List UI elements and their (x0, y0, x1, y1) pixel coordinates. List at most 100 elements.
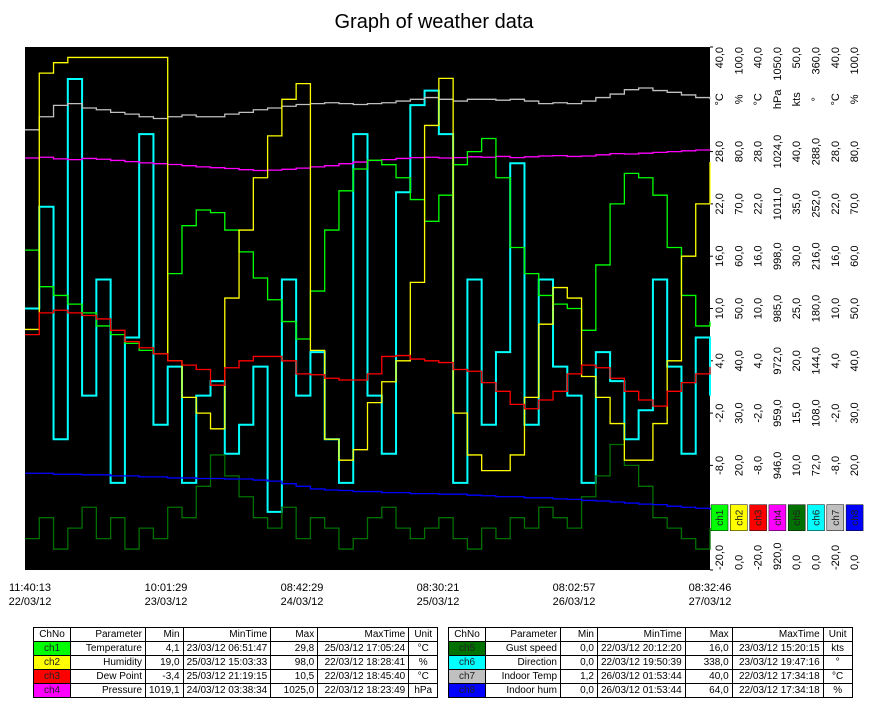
table-row: ch3 Dew Point -3,4 25/03/12 21:19:15 10,5 22/… (33, 669, 439, 684)
y-tick-label: 30,0 (733, 402, 745, 423)
table-row: ch6 Direction 0,0 22/03/12 19:50:39 338,0 23/… (448, 655, 853, 670)
y-tick-label: 10,0 (714, 298, 726, 319)
table-cell: 0,0 (560, 655, 598, 670)
y-tick-label: 30,0 (849, 402, 861, 423)
table-row: ch8 Indoor hum 0,0 26/03/12 01:53:44 64,0 22/… (448, 683, 853, 698)
table-cell: ch7 (448, 669, 486, 684)
table-cell: °C (822, 669, 853, 684)
x-tick-date: 22/03/12 (9, 596, 52, 608)
table-row: ch7 Indoor Temp 1,2 26/03/12 01:53:44 40,0 22… (448, 669, 853, 684)
table-cell: 26/03/12 01:53:44 (597, 669, 686, 684)
y-tick-label: 16,0 (714, 245, 726, 266)
y-tick-label: 80,0 (733, 141, 745, 162)
legend-label: ch2 (734, 509, 745, 526)
y-tick-label: 108,0 (811, 399, 823, 427)
y-tick-label: 10,0 (791, 455, 803, 476)
legend-swatch (787, 504, 806, 531)
header-cell: MaxTime (317, 627, 410, 642)
header-cell: Unit (408, 627, 439, 642)
y-tick-label: 40,0 (791, 141, 803, 162)
y-tick-label: 0,0 (791, 555, 803, 570)
y-tick-label: 1011,0 (772, 187, 784, 220)
table-cell: 25/03/12 15:03:33 (182, 655, 272, 670)
table-cell: 0,0 (560, 683, 598, 698)
table-cell: 29,8 (270, 641, 319, 656)
table-cell: 22/03/12 18:28:41 (317, 655, 410, 670)
table-cell: 22/03/12 17:34:18 (731, 669, 824, 684)
y-tick-label: -2,0 (753, 404, 765, 423)
table-cell: ch3 (33, 669, 71, 684)
y-tick-label: 22,0 (753, 193, 765, 214)
y-tick-label: 998,0 (772, 242, 784, 270)
stats-table: ChNo Parameter Min MinTime Max MaxTime Unit ch1… (33, 627, 439, 698)
y-tick-label: 20,0 (733, 455, 745, 476)
table-cell: °C (408, 669, 439, 684)
legend-label: ch5 (792, 509, 803, 526)
table-cell: ch2 (33, 655, 71, 670)
y-tick-label: 50,0 (849, 298, 861, 319)
header-cell: MinTime (597, 627, 686, 642)
y-tick-label: 25,0 (791, 298, 803, 319)
y-tick-label: 20,0 (791, 350, 803, 371)
y-tick-label: 1024,0 (772, 135, 784, 169)
table-cell: 1,2 (560, 669, 598, 684)
table-row: ch4 Pressure 1019,1 24/03/12 03:38:34 1025,0… (33, 683, 439, 698)
table-cell: ch4 (33, 683, 71, 698)
table-cell: 24/03/12 03:38:34 (182, 683, 272, 698)
table-cell: 25/03/12 21:19:15 (182, 669, 272, 684)
x-tick-time: 08:30:21 (417, 582, 460, 594)
y-tick-label: 216,0 (811, 242, 823, 270)
y-tick-label: 16,0 (753, 245, 765, 266)
table-cell: Dew Point (70, 669, 146, 684)
x-tick-time: 08:02:57 (553, 582, 596, 594)
table-header: ChNo Parameter Min MinTime Max MaxTime Unit (448, 627, 853, 642)
table-cell: 1025,0 (270, 683, 319, 698)
table-cell: 26/03/12 01:53:44 (597, 683, 686, 698)
x-tick-date: 26/03/12 (553, 596, 596, 608)
table-cell: 98,0 (270, 655, 319, 670)
legend-label: ch4 (773, 509, 784, 526)
table-cell: °C (408, 641, 439, 656)
y-tick-label: 920,0 (772, 542, 784, 570)
table-cell: 25/03/12 17:05:24 (317, 641, 410, 656)
y-tick-label: -2,0 (830, 404, 842, 423)
table-cell: Temperature (70, 641, 146, 656)
header-cell: MaxTime (731, 627, 824, 642)
y-tick-label: 0,0 (733, 555, 745, 570)
legend-label: ch7 (831, 509, 842, 526)
table-cell: Pressure (70, 683, 146, 698)
legend-swatch (730, 504, 748, 531)
y-tick-label: 100,0 (849, 47, 861, 75)
y-tick-label: 50,0 (791, 47, 803, 68)
series-line (25, 87, 711, 131)
x-tick-time: 10:01:29 (145, 582, 188, 594)
y-tick-label: 4,0 (714, 353, 726, 368)
header-cell: Max (684, 627, 733, 642)
y-tick-label: -20,0 (753, 545, 765, 570)
x-tick-date: 23/03/12 (145, 596, 188, 608)
y-tick-label: 985,0 (772, 295, 784, 323)
table-cell: % (408, 655, 439, 670)
y-tick-label: -2,0 (714, 404, 726, 423)
header-cell: Parameter (485, 627, 561, 642)
y-tick-label: 50,0 (733, 298, 745, 319)
table-row: ch5 Gust speed 0,0 22/03/12 20:12:20 16,0 23/… (448, 641, 853, 656)
legend-swatch (826, 504, 845, 531)
axis-unit: ° (811, 97, 823, 101)
table-cell: 338,0 (684, 655, 733, 670)
y-tick-label: 100,0 (733, 47, 745, 75)
y-tick-label: 22,0 (714, 193, 726, 214)
axis-unit: °C (830, 93, 842, 105)
header-cell: MinTime (182, 627, 272, 642)
series-line (25, 443, 711, 550)
y-tick-label: 144,0 (811, 347, 823, 375)
y-tick-label: 959,0 (772, 399, 784, 427)
table-cell: 0,0 (560, 641, 598, 656)
table-cell: 10,5 (270, 669, 319, 684)
legend-swatch (768, 504, 787, 531)
axis-unit: °C (753, 93, 765, 105)
chart-title: Graph of weather data (334, 11, 534, 33)
table-cell: 23/03/12 19:47:16 (731, 655, 824, 670)
y-tick-label: 40,0 (714, 47, 726, 68)
